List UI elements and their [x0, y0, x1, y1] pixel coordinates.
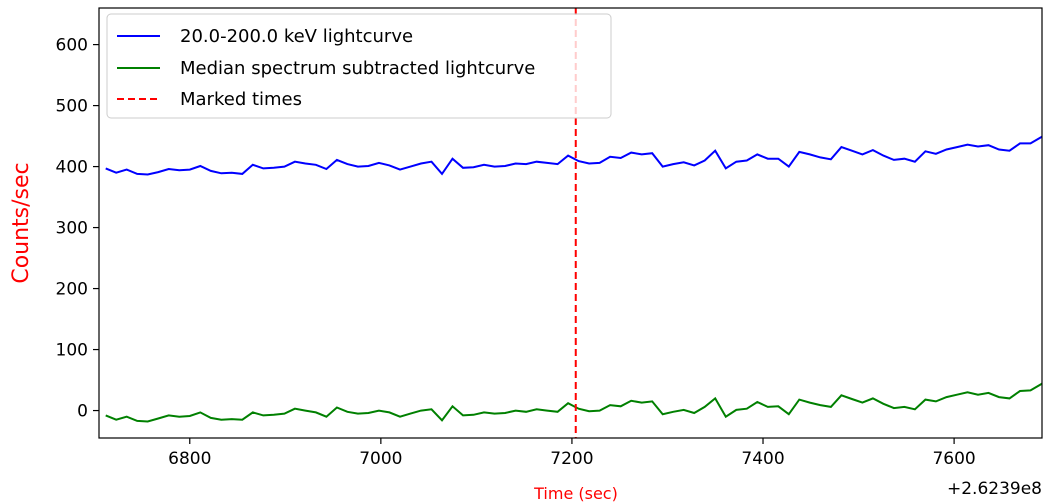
x-tick-label: 7000 — [359, 449, 402, 469]
x-tick-label: 7400 — [741, 449, 784, 469]
series-layer — [105, 135, 1042, 423]
series-line-subtracted — [105, 382, 1042, 423]
x-tick-label: 6800 — [168, 449, 211, 469]
x-axis-ticks: 6800 7000 7200 7400 7600 — [168, 438, 976, 469]
x-axis-offset-label: +2.6239e8 — [947, 479, 1042, 499]
y-tick-label: 500 — [56, 97, 88, 117]
y-tick-label: 200 — [56, 280, 88, 300]
legend-label-marked: Marked times — [180, 89, 302, 110]
plot-frame — [98, 7, 1043, 439]
legend-label-lightcurve: 20.0-200.0 keV lightcurve — [180, 26, 413, 47]
y-tick-label: 600 — [56, 36, 88, 56]
y-tick-label: 300 — [56, 219, 88, 239]
legend: 20.0-200.0 keV lightcurve Median spectru… — [106, 13, 612, 119]
y-axis-ticks: 0 100 200 300 400 500 600 — [56, 36, 99, 422]
x-tick-label: 7200 — [550, 449, 593, 469]
x-axis-label: Time (sec) — [533, 484, 618, 502]
y-tick-label: 0 — [77, 402, 88, 422]
series-line-lightcurve — [105, 135, 1042, 176]
y-axis-label: Counts/sec — [9, 162, 34, 283]
x-tick-label: 7600 — [932, 449, 975, 469]
y-tick-label: 400 — [56, 158, 88, 178]
y-tick-label: 100 — [56, 341, 88, 361]
legend-box — [106, 13, 612, 119]
legend-label-subtracted: Median spectrum subtracted lightcurve — [180, 58, 535, 79]
